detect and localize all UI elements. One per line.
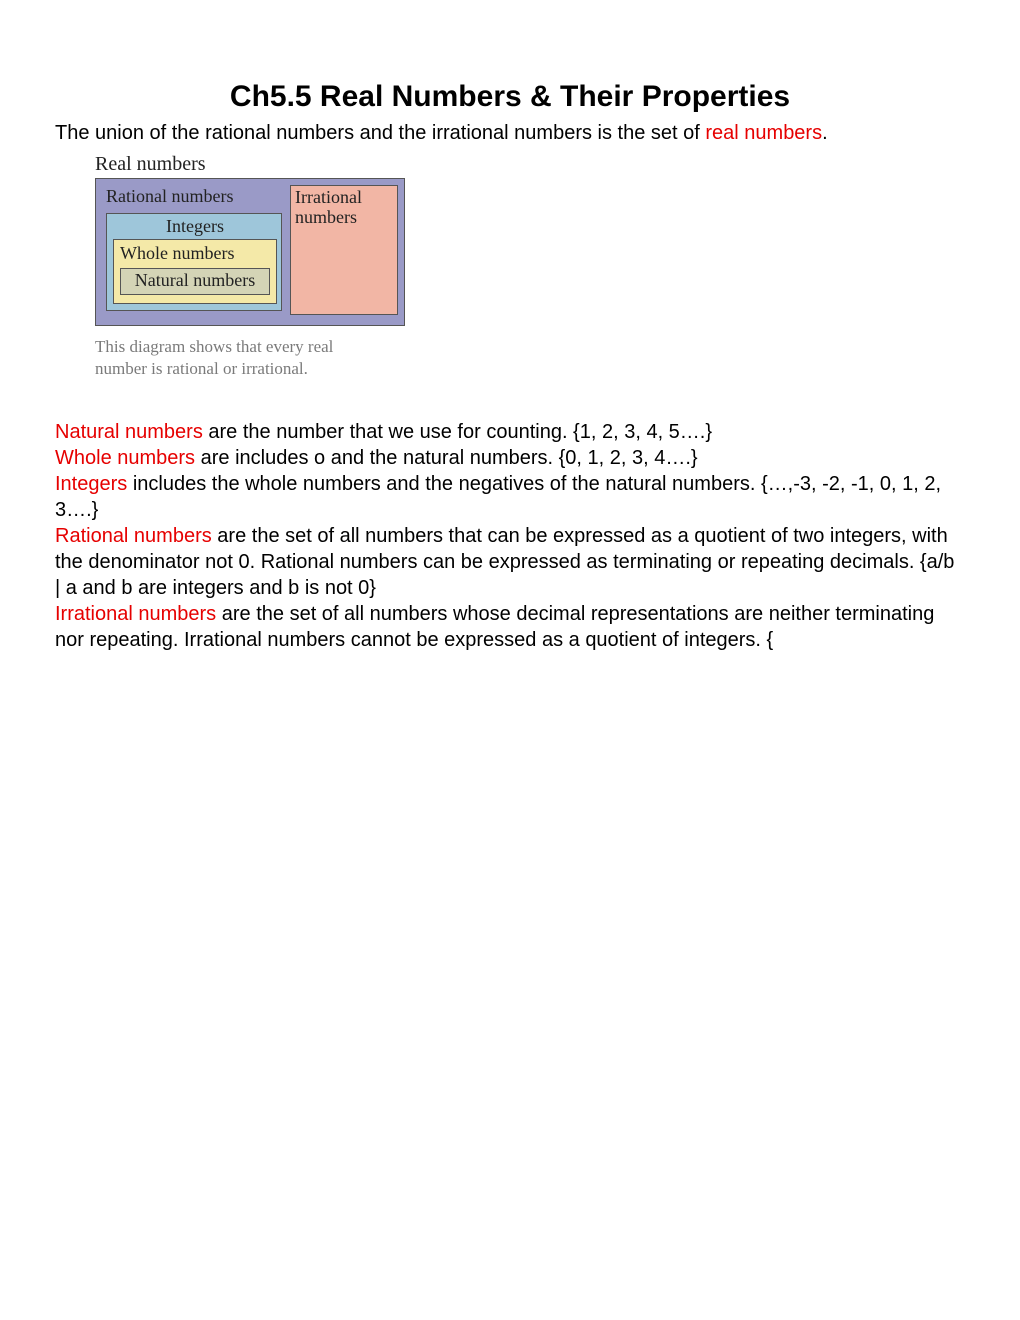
real-numbers-diagram: Real numbers Rational numbers Integers W… xyxy=(95,153,405,379)
definition-whole: Whole numbers are includes o and the nat… xyxy=(55,445,965,471)
definition-irrational: Irrational numbers are the set of all nu… xyxy=(55,601,965,653)
term-irrational: Irrational numbers xyxy=(55,603,216,625)
integers-label: Integers xyxy=(113,216,277,239)
rational-label: Rational numbers xyxy=(102,185,286,211)
term-whole: Whole numbers xyxy=(55,447,195,469)
definition-natural: Natural numbers are the number that we u… xyxy=(55,419,965,445)
real-numbers-box: Rational numbers Integers Whole numbers … xyxy=(95,178,405,326)
diagram-caption: This diagram shows that every real numbe… xyxy=(95,336,365,379)
intro-text-suffix: . xyxy=(822,122,828,144)
definitions-block: Natural numbers are the number that we u… xyxy=(55,419,965,653)
rational-column: Rational numbers Integers Whole numbers … xyxy=(102,185,286,315)
intro-text-prefix: The union of the rational numbers and th… xyxy=(55,122,705,144)
page-title: Ch5.5 Real Numbers & Their Properties xyxy=(55,80,965,114)
definition-integers: Integers includes the whole numbers and … xyxy=(55,471,965,523)
irrational-label: Irrational numbers xyxy=(291,186,397,230)
definition-rational: Rational numbers are the set of all numb… xyxy=(55,523,965,601)
text-whole: are includes o and the natural numbers. … xyxy=(195,447,698,469)
text-integers: includes the whole numbers and the negat… xyxy=(55,473,941,521)
term-rational: Rational numbers xyxy=(55,525,212,547)
document-page: Ch5.5 Real Numbers & Their Properties Th… xyxy=(0,0,1020,1320)
intro-line: The union of the rational numbers and th… xyxy=(55,120,965,147)
irrational-column: Irrational numbers xyxy=(290,185,398,315)
term-integers: Integers xyxy=(55,473,127,495)
text-natural: are the number that we use for counting.… xyxy=(203,421,712,443)
intro-highlight: real numbers xyxy=(705,122,822,144)
whole-box: Whole numbers Natural numbers xyxy=(113,239,277,305)
natural-label: Natural numbers xyxy=(127,271,263,291)
natural-box: Natural numbers xyxy=(120,268,270,296)
integers-box: Integers Whole numbers Natural numbers xyxy=(106,213,282,312)
diagram-outer-label: Real numbers xyxy=(95,153,405,176)
term-natural: Natural numbers xyxy=(55,421,203,443)
whole-label: Whole numbers xyxy=(120,244,270,264)
